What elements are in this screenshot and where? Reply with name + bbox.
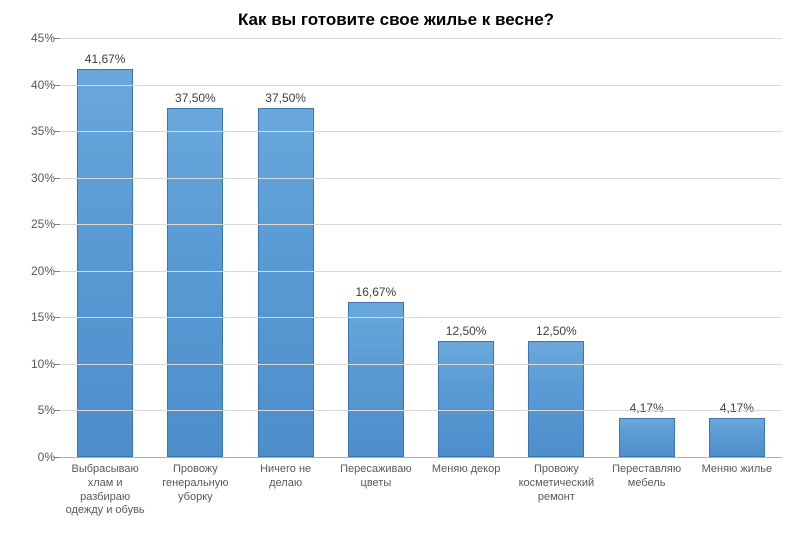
bar-slot: 12,50% [421,324,511,457]
x-axis-category-label: Меняю жилье [692,463,782,518]
x-axis-category-label: Пересаживаю цветы [331,463,421,518]
bar-chart: Как вы готовите свое жилье к весне? 41,6… [0,0,800,560]
y-axis-label: 45% [12,31,55,45]
y-axis-label: 0% [12,450,55,464]
y-axis-label: 35% [12,124,55,138]
grid-line [60,178,782,179]
bar [258,108,314,457]
y-axis-label: 10% [12,357,55,371]
bar [528,341,584,457]
chart-title: Как вы готовите свое жилье к весне? [10,10,782,30]
bar [709,418,765,457]
bar [619,418,675,457]
x-axis-category-label: Провожу косметический ремонт [511,463,601,518]
bar-slot: 37,50% [241,91,331,457]
bar [167,108,223,457]
x-axis-category-label: Выбрасываю хлам и разбираю одежду и обув… [60,463,150,518]
grid-line [60,317,782,318]
grid-line [60,364,782,365]
grid-line [60,410,782,411]
bar-value-label: 37,50% [175,91,216,105]
bar-value-label: 4,17% [630,401,664,415]
bar-value-label: 12,50% [446,324,487,338]
bar-value-label: 37,50% [265,91,306,105]
x-axis-category-label: Меняю декор [421,463,511,518]
bar [77,69,133,457]
y-axis-label: 25% [12,217,55,231]
bar-slot: 37,50% [150,91,240,457]
bar-slot: 12,50% [511,324,601,457]
grid-line [60,271,782,272]
y-axis-label: 30% [12,171,55,185]
bar-slot: 16,67% [331,285,421,457]
grid-line [60,38,782,39]
grid-line [60,85,782,86]
bar-value-label: 16,67% [356,285,397,299]
x-axis-category-label: Провожу генеральную уборку [150,463,240,518]
y-axis-label: 15% [12,310,55,324]
x-axis-labels: Выбрасываю хлам и разбираю одежду и обув… [60,458,782,518]
bar-value-label: 41,67% [85,52,126,66]
plot-area: 41,67% 37,50% 37,50% 16,67% 12,50% 12,50% 4,17… [60,38,782,458]
bar-value-label: 12,50% [536,324,577,338]
x-axis-category-label: Ничего не делаю [241,463,331,518]
bar-value-label: 4,17% [720,401,754,415]
y-axis-label: 20% [12,264,55,278]
grid-line [60,224,782,225]
grid-line [60,131,782,132]
bars-container: 41,67% 37,50% 37,50% 16,67% 12,50% 12,50% 4,17… [60,38,782,457]
bar-slot: 41,67% [60,52,150,457]
y-axis-label: 40% [12,78,55,92]
bar [438,341,494,457]
x-axis-category-label: Переставляю мебель [602,463,692,518]
y-axis-label: 5% [12,403,55,417]
bar [348,302,404,457]
